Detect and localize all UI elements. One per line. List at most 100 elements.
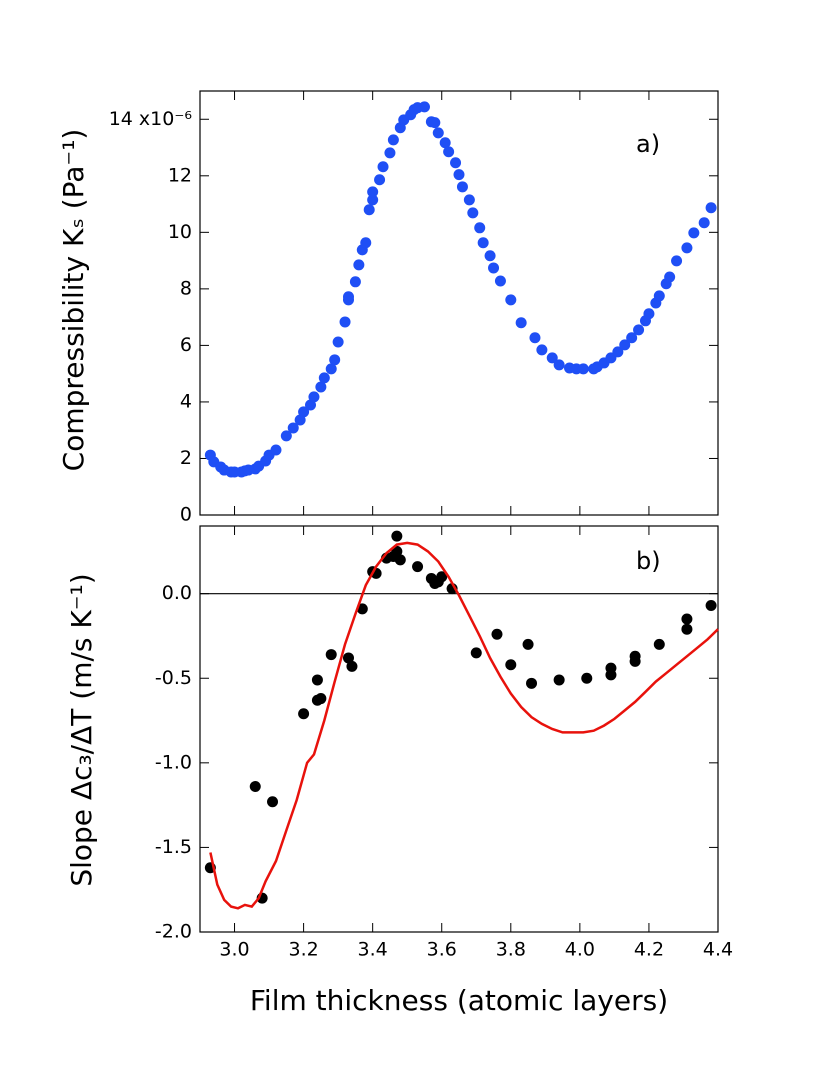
y-tick-label: 0 <box>180 504 192 526</box>
data-point <box>681 613 693 625</box>
data-point <box>287 422 299 434</box>
data-point <box>546 352 558 364</box>
data-point <box>671 255 683 267</box>
x-tick-label: 4.4 <box>703 939 733 961</box>
data-point <box>342 291 354 303</box>
data-point <box>522 638 534 650</box>
data-point <box>581 672 593 684</box>
y-tick-label: 14 x10⁻⁶ <box>109 108 192 130</box>
data-point <box>374 174 386 186</box>
data-point <box>394 554 406 566</box>
data-point <box>664 271 676 283</box>
data-point <box>619 339 631 351</box>
x-tick-label: 4.2 <box>634 939 664 961</box>
data-point <box>367 194 379 206</box>
data-point <box>698 217 710 229</box>
y-tick-label: 4 <box>180 390 192 412</box>
data-point <box>453 169 465 181</box>
data-point <box>332 336 344 348</box>
data-point <box>470 647 482 659</box>
data-point <box>432 127 444 139</box>
x-tick-label: 3.8 <box>496 939 526 961</box>
y-tick-label: 12 <box>168 164 192 186</box>
y-tick-label: -1.5 <box>155 836 192 858</box>
data-point <box>681 623 693 635</box>
data-point <box>391 530 403 542</box>
y-tick-label: -0.5 <box>155 667 192 689</box>
data-point <box>484 250 496 262</box>
data-point <box>298 406 310 418</box>
panel-label: a) <box>636 130 660 158</box>
data-point <box>505 294 517 306</box>
data-point <box>505 659 517 671</box>
x-tick-label: 3.4 <box>358 939 388 961</box>
x-axis-title: Film thickness (atomic layers) <box>250 984 668 1017</box>
data-point <box>318 372 330 384</box>
data-point <box>536 344 548 356</box>
data-point <box>443 146 455 158</box>
data-point <box>633 324 645 336</box>
data-point <box>311 674 323 686</box>
data-point <box>346 660 358 672</box>
data-point <box>339 316 351 328</box>
plot-frame <box>199 525 719 933</box>
y-tick-label: 8 <box>180 277 192 299</box>
data-point <box>360 237 372 249</box>
data-point <box>456 181 468 193</box>
data-point <box>474 222 486 234</box>
y-axis-title: Slope Δc₃/ΔT (m/s K⁻¹) <box>65 573 98 886</box>
y-axis-title: Compressibility Kₛ (Pa⁻¹) <box>57 129 90 472</box>
y-tick-label: 2 <box>180 447 192 469</box>
data-point <box>494 275 506 287</box>
x-tick-label: 4.0 <box>565 939 595 961</box>
data-point <box>491 628 503 640</box>
data-point <box>515 317 527 329</box>
data-point <box>705 202 717 214</box>
data-point <box>526 677 538 689</box>
data-point <box>429 117 441 129</box>
data-point <box>412 561 424 573</box>
x-tick-label: 3.2 <box>288 939 318 961</box>
data-point <box>377 161 389 173</box>
data-point <box>705 600 717 612</box>
x-tick-label: 3.6 <box>427 939 457 961</box>
data-point <box>267 796 279 808</box>
data-point <box>315 381 327 393</box>
data-point <box>249 781 261 793</box>
data-point <box>477 237 489 249</box>
data-point <box>298 708 310 720</box>
data-point <box>553 674 565 686</box>
data-point <box>688 227 700 239</box>
data-point <box>363 204 375 216</box>
plot-frame <box>199 90 719 516</box>
data-point <box>643 308 655 320</box>
data-point <box>315 693 327 705</box>
data-point <box>439 137 451 149</box>
data-point <box>342 652 354 664</box>
data-point <box>308 391 320 403</box>
data-point <box>626 332 638 344</box>
data-point <box>463 194 475 206</box>
y-tick-label: -2.0 <box>155 921 192 943</box>
data-point <box>418 101 430 113</box>
data-point <box>384 147 396 159</box>
data-point <box>653 290 665 302</box>
y-tick-label: 6 <box>180 334 192 356</box>
panel-label: b) <box>636 547 661 575</box>
data-point <box>387 134 399 146</box>
data-point <box>467 207 479 219</box>
data-point <box>329 354 341 366</box>
data-point <box>349 276 361 288</box>
data-point <box>325 363 337 375</box>
data-point <box>605 669 617 681</box>
data-point <box>450 157 462 169</box>
data-point <box>629 655 641 667</box>
y-tick-label: 10 <box>168 221 192 243</box>
y-tick-label: -1.0 <box>155 751 192 773</box>
data-point <box>391 545 403 557</box>
data-point <box>325 649 337 661</box>
data-point <box>488 262 500 274</box>
